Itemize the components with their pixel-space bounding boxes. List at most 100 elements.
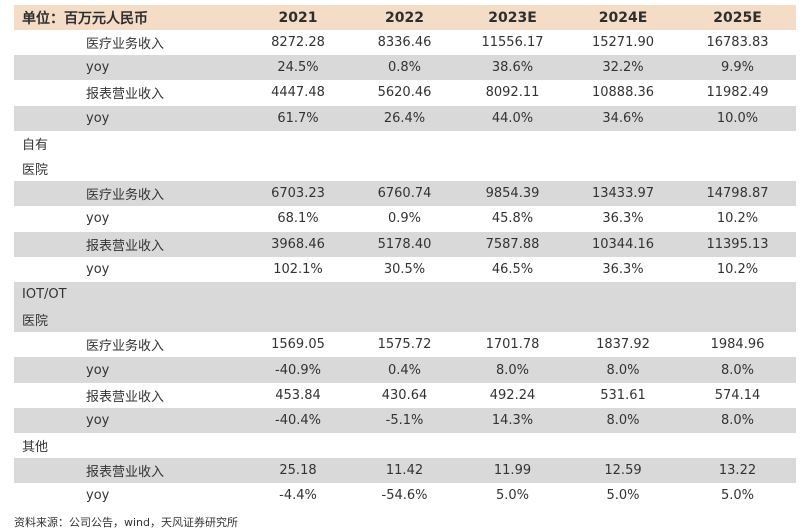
table-cell: 6760.74 (377, 186, 432, 202)
table-cell: 102.1% (273, 261, 323, 277)
table-cell: 3968.46 (271, 236, 325, 252)
segment-label: 其他 (22, 440, 49, 456)
table-cell: 9854.39 (485, 186, 540, 202)
row-label: 报表营业收入 (86, 465, 165, 481)
table-cell: 4447.48 (271, 85, 325, 101)
table-row: 报表营业收入 3968.46 5178.40 7587.88 10344.16 … (14, 231, 796, 257)
segment-header-row: 医院 (14, 156, 796, 181)
year-header: 2022 (385, 9, 424, 26)
table-cell: 0.8% (387, 60, 422, 76)
row-label: yoy (86, 60, 110, 76)
table-cell: 46.5% (491, 261, 534, 277)
table-cell: 15271.90 (591, 35, 655, 51)
table-cell: 36.3% (602, 261, 644, 277)
table-cell: 14798.87 (706, 186, 769, 202)
table-cell: 32.2% (602, 60, 644, 76)
segment-header-row: 自有 (14, 131, 796, 156)
row-label: 报表营业收入 (86, 238, 165, 254)
table-cell: 8.0% (606, 412, 640, 428)
table-cell: 1569.05 (271, 337, 325, 353)
table-cell: -4.4% (279, 488, 317, 504)
table-cell: 492.24 (489, 387, 536, 403)
table-cell: 11.42 (385, 463, 424, 479)
row-label: 医疗业务收入 (86, 188, 165, 204)
table-cell: 10344.16 (591, 236, 655, 252)
table-cell: 574.14 (714, 387, 761, 403)
row-label: 报表营业收入 (86, 87, 165, 103)
table-cell: 34.6% (602, 110, 644, 126)
table-row: 医疗业务收入 1569.05 1575.72 1701.78 1837.92 1… (14, 332, 796, 357)
table-cell: -54.6% (381, 488, 428, 504)
year-header: 2024E (598, 9, 648, 26)
row-label: yoy (86, 261, 110, 277)
row-label: yoy (86, 211, 110, 227)
table-row: yoy 68.1% 0.9% 45.8% 36.3% 10.2% (14, 206, 796, 231)
table-cell: 68.1% (277, 211, 319, 227)
table-cell: -40.4% (275, 412, 321, 428)
table-cell: 8.0% (606, 362, 640, 378)
table-cell: 8.0% (720, 412, 755, 428)
table-cell: 5.0% (495, 488, 530, 504)
table-cell: 453.84 (275, 387, 321, 403)
row-label: yoy (86, 488, 110, 504)
table-cell: 1701.78 (485, 337, 540, 353)
year-header: 2023E (488, 9, 537, 26)
table-row: 报表营业收入 453.84 430.64 492.24 531.61 574.1… (14, 383, 796, 408)
row-label: yoy (86, 362, 110, 378)
table-cell: 11982.49 (706, 85, 769, 101)
table-cell: 26.4% (383, 110, 426, 126)
table-header: 单位：百万元人民币 2021 2022 2023E 2024E 2025E (14, 5, 796, 30)
table-cell: 8.0% (495, 362, 530, 378)
unit-label: 单位：百万元人民币 (22, 10, 148, 27)
table-cell: 531.61 (600, 387, 646, 403)
row-label: 医疗业务收入 (86, 37, 165, 53)
segment-label: 医院 (22, 314, 49, 330)
table-cell: 5.0% (606, 488, 640, 504)
table-row: 医疗业务收入 8272.28 8336.46 11556.17 15271.90… (14, 30, 796, 55)
table-cell: 11.99 (493, 463, 532, 479)
table-cell: -40.9% (275, 362, 321, 378)
table-cell: 8336.46 (377, 35, 432, 51)
table-cell: 16783.83 (706, 35, 769, 51)
table-cell: 9.9% (720, 60, 755, 76)
table-cell: 5178.40 (377, 236, 432, 252)
table-cell: 13433.97 (591, 186, 655, 202)
table-cell: 1984.96 (710, 337, 765, 353)
table-row: yoy -40.9% 0.4% 8.0% 8.0% 8.0% (14, 357, 796, 383)
year-header: 2021 (278, 9, 318, 26)
segment-header-row: 医院 (14, 307, 796, 333)
table-cell: 14.3% (491, 412, 534, 428)
table-row: yoy -40.4% -5.1% 14.3% 8.0% 8.0% (14, 407, 796, 433)
table-cell: 8092.11 (485, 85, 540, 101)
segment-header-row: IOT/OT (14, 281, 796, 308)
table-cell: 13.22 (718, 463, 757, 479)
revenue-table: 单位：百万元人民币 2021 2022 2023E 2024E 2025E 医疗… (14, 5, 796, 509)
table-cell: 5.0% (720, 488, 755, 504)
table-cell: 61.7% (277, 110, 319, 126)
table-cell: 24.5% (277, 60, 319, 76)
table-cell: 25.18 (279, 463, 317, 479)
table-cell: 44.0% (491, 110, 534, 126)
segment-header-row: 其他 (14, 433, 796, 458)
table-cell: -5.1% (385, 412, 424, 428)
table-cell: 8.0% (720, 362, 755, 378)
table-cell: 10.2% (716, 261, 759, 277)
table-cell: 1837.92 (596, 337, 650, 353)
table-row: 报表营业收入 4447.48 5620.46 8092.11 10888.36 … (14, 80, 796, 105)
table-cell: 11395.13 (706, 236, 769, 252)
table-cell: 36.3% (602, 211, 644, 227)
table-cell: 0.9% (387, 211, 422, 227)
table-cell: 5620.46 (377, 85, 432, 101)
row-label: yoy (86, 412, 110, 428)
table-cell: 45.8% (491, 211, 534, 227)
row-label: 医疗业务收入 (86, 339, 165, 355)
table-cell: 10.0% (716, 110, 759, 126)
table-row: yoy 102.1% 30.5% 46.5% 36.3% 10.2% (14, 257, 796, 282)
table-cell: 7587.88 (485, 236, 540, 252)
table-row: yoy -4.4% -54.6% 5.0% 5.0% 5.0% (14, 483, 796, 508)
table-cell: 6703.23 (271, 186, 325, 202)
row-label: 报表营业收入 (86, 389, 165, 405)
table-cell: 38.6% (491, 60, 534, 76)
row-label: yoy (86, 110, 110, 126)
table-cell: 11556.17 (481, 35, 544, 51)
